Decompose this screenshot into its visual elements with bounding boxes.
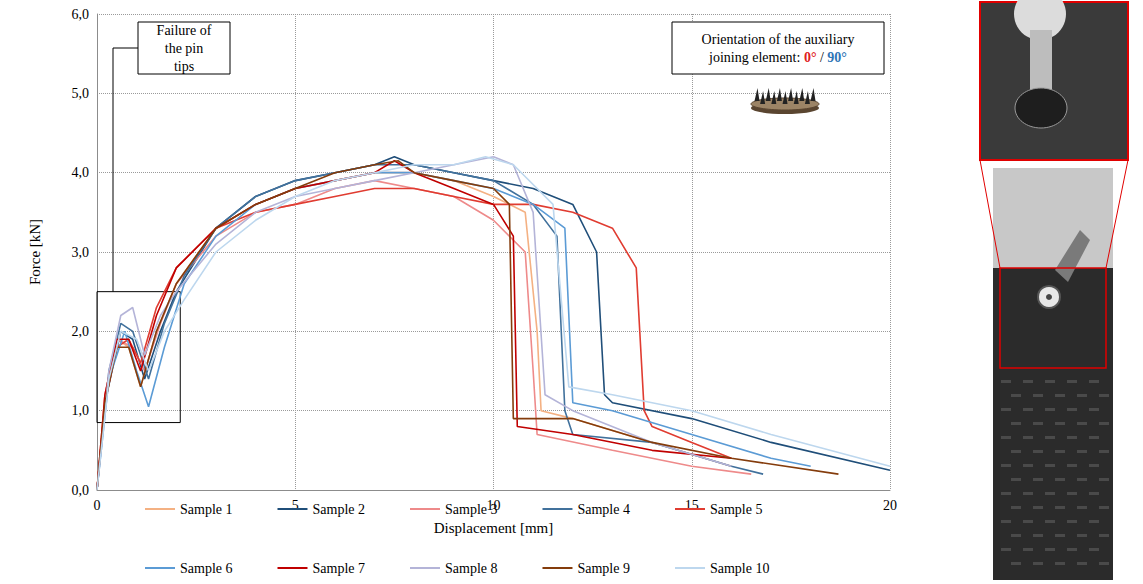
- svg-text:20: 20: [883, 498, 897, 513]
- svg-text:3,0: 3,0: [72, 245, 90, 260]
- svg-text:Sample 2: Sample 2: [312, 502, 365, 517]
- svg-text:Displacement [mm]: Displacement [mm]: [434, 520, 554, 536]
- svg-text:4,0: 4,0: [72, 165, 90, 180]
- svg-text:tips: tips: [174, 59, 194, 74]
- svg-text:Sample 3: Sample 3: [445, 502, 498, 517]
- svg-text:15: 15: [685, 498, 699, 513]
- svg-text:Sample 9: Sample 9: [577, 561, 630, 576]
- svg-text:Sample 7: Sample 7: [312, 561, 365, 576]
- svg-text:0: 0: [94, 498, 101, 513]
- svg-text:Sample 4: Sample 4: [577, 502, 630, 517]
- svg-text:Sample 1: Sample 1: [180, 502, 233, 517]
- svg-text:5: 5: [292, 498, 299, 513]
- svg-text:5,0: 5,0: [72, 86, 90, 101]
- svg-text:joining element:: joining element:: [708, 50, 804, 65]
- svg-text:Orientation of the auxiliary: Orientation of the auxiliary: [702, 32, 855, 47]
- svg-text:Sample 10: Sample 10: [710, 561, 770, 576]
- svg-text:2,0: 2,0: [72, 324, 90, 339]
- svg-text:6,0: 6,0: [72, 7, 90, 22]
- svg-text:0°: 0°: [804, 50, 817, 65]
- svg-text:90°: 90°: [827, 50, 847, 65]
- svg-text:Sample 6: Sample 6: [180, 561, 233, 576]
- svg-text:Force [kN]: Force [kN]: [27, 219, 43, 285]
- svg-text:1,0: 1,0: [72, 403, 90, 418]
- svg-text:Sample 5: Sample 5: [710, 502, 763, 517]
- svg-text:0,0: 0,0: [72, 483, 90, 498]
- svg-text:Sample 8: Sample 8: [445, 561, 498, 576]
- svg-text:/: /: [816, 50, 827, 65]
- svg-text:Failure of: Failure of: [157, 23, 212, 38]
- svg-text:the pin: the pin: [165, 41, 204, 56]
